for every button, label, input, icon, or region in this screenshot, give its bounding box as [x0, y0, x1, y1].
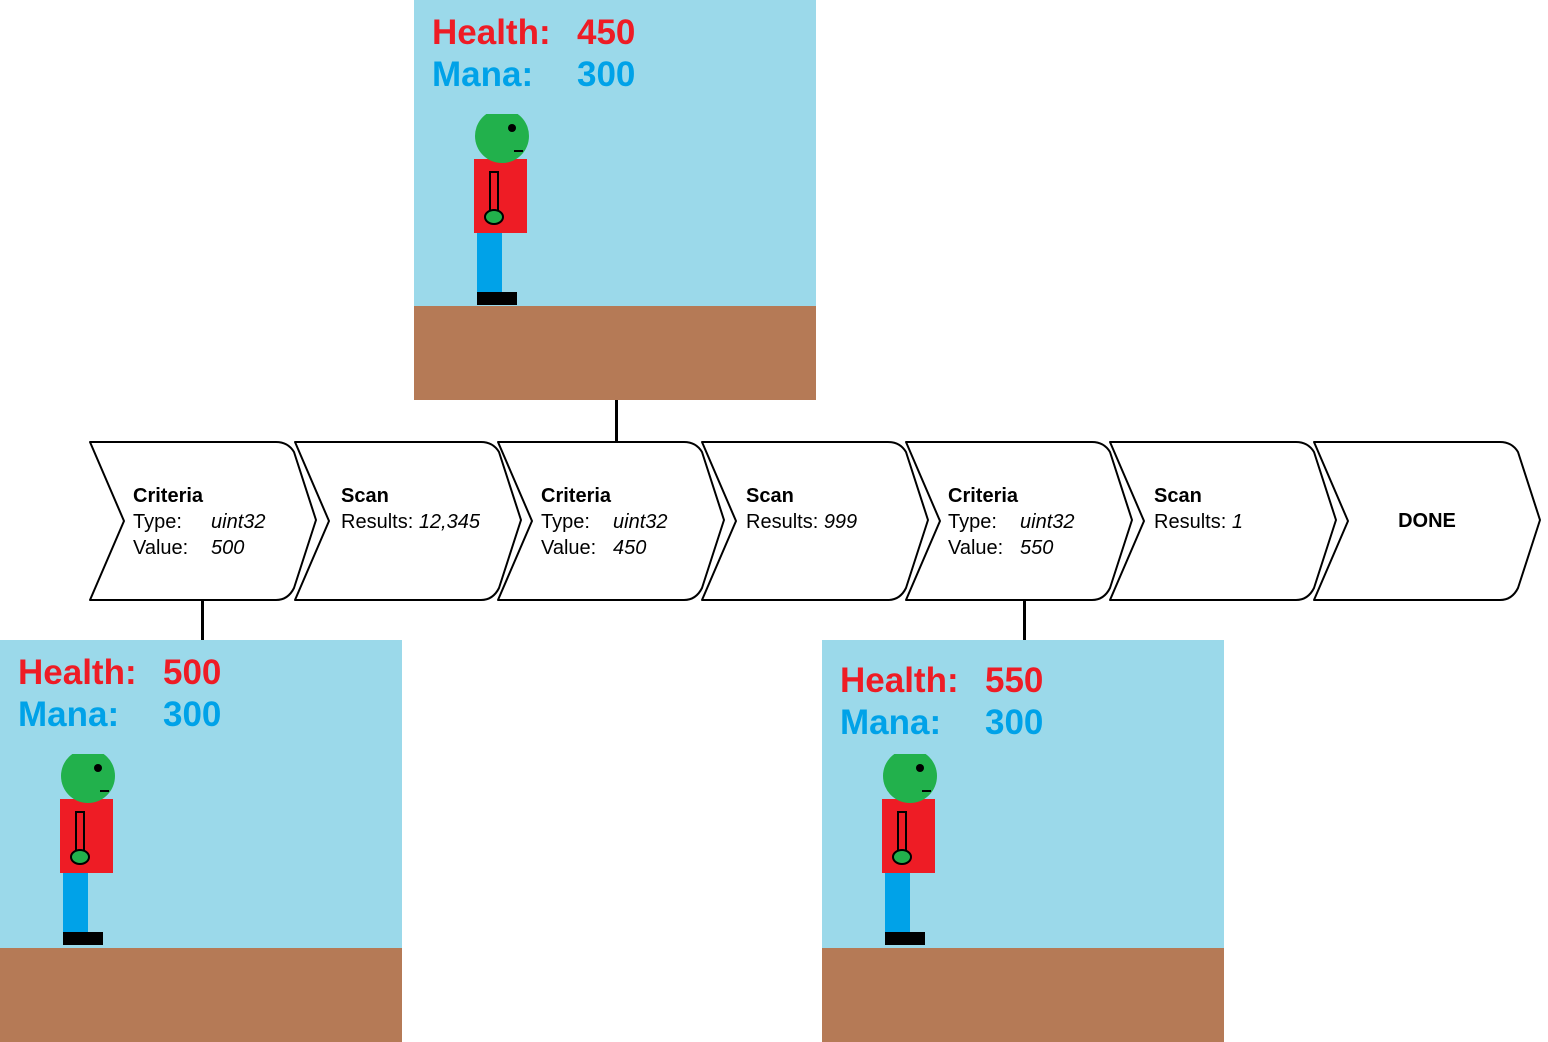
chevron-shape: [89, 441, 317, 601]
character-sprite: [882, 754, 937, 945]
type-label: Type:: [133, 511, 182, 533]
character-sprite: [60, 754, 115, 945]
type-label: Type:: [948, 511, 997, 533]
step-title: Criteria: [948, 485, 1019, 507]
character-sprite: [474, 114, 529, 305]
health-value: 500: [163, 653, 222, 692]
value-label: Value:: [133, 537, 189, 559]
step-scan-1: Scan Results: 12,345: [293, 440, 523, 602]
results-value: 12,345: [418, 511, 480, 533]
mana-value: 300: [985, 703, 1044, 742]
game-frame-top: Health: 450 Mana: 300: [414, 0, 816, 400]
step-scan-3: Scan Results: 1: [1108, 440, 1338, 602]
results-label: Results:: [1154, 511, 1227, 533]
step-done: DONE: [1312, 440, 1542, 602]
health-label: Health:: [18, 653, 137, 692]
type-label: Type:: [541, 511, 590, 533]
chevron-shape: [294, 441, 522, 601]
health-label: Health:: [432, 13, 551, 52]
mana-label: Mana:: [840, 703, 942, 742]
chevron-shape: [905, 441, 1133, 601]
type-value: uint32: [1020, 511, 1075, 533]
step-criteria-1: Criteria Type: uint32 Value: 500: [88, 440, 318, 602]
mana-value: 300: [163, 695, 222, 734]
value-label: Value:: [541, 537, 597, 559]
mana-stat: Mana: 300: [18, 695, 221, 734]
value-value: 500: [211, 537, 245, 559]
game-frame-bottom-right: Health: 550 Mana: 300: [822, 640, 1224, 1042]
step-criteria-3: Criteria Type: uint32 Value: 550: [904, 440, 1134, 602]
mana-value: 300: [577, 55, 636, 94]
step-scan-2: Scan Results: 999: [700, 440, 930, 602]
ground: [0, 948, 402, 1042]
health-stat: Health: 450: [432, 13, 635, 52]
step-title: Scan: [1154, 485, 1202, 507]
value-label: Value:: [948, 537, 1004, 559]
results-label: Results:: [341, 511, 414, 533]
chevron-shape: [701, 441, 929, 601]
health-stat: Health: 550: [840, 661, 1043, 700]
chevron-shape: [497, 441, 725, 601]
mana-label: Mana:: [18, 695, 120, 734]
step-title: Criteria: [541, 485, 612, 507]
type-value: uint32: [613, 511, 668, 533]
value-value: 450: [613, 537, 647, 559]
connector-bottom-left: [201, 601, 204, 640]
mana-stat: Mana: 300: [432, 55, 635, 94]
health-value: 450: [577, 13, 636, 52]
results-value: 999: [823, 511, 858, 533]
type-value: uint32: [211, 511, 266, 533]
game-frame-bottom-left: Health: 500 Mana: 300: [0, 640, 402, 1042]
step-title: Criteria: [133, 485, 204, 507]
results-label: Results:: [746, 511, 819, 533]
ground: [414, 306, 816, 400]
step-title: DONE: [1398, 510, 1456, 532]
mana-stat: Mana: 300: [840, 703, 1043, 742]
mana-label: Mana:: [432, 55, 534, 94]
ground: [822, 948, 1224, 1042]
step-title: Scan: [341, 485, 389, 507]
health-label: Health:: [840, 661, 959, 700]
value-value: 550: [1020, 537, 1054, 559]
step-criteria-2: Criteria Type: uint32 Value: 450: [496, 440, 726, 602]
chevron-shape: [1313, 441, 1541, 601]
connector-bottom-right: [1023, 601, 1026, 640]
health-stat: Health: 500: [18, 653, 221, 692]
chevron-shape: [1109, 441, 1337, 601]
connector-top: [615, 400, 618, 441]
results-value: 1: [1231, 511, 1243, 533]
step-title: Scan: [746, 485, 794, 507]
health-value: 550: [985, 661, 1044, 700]
